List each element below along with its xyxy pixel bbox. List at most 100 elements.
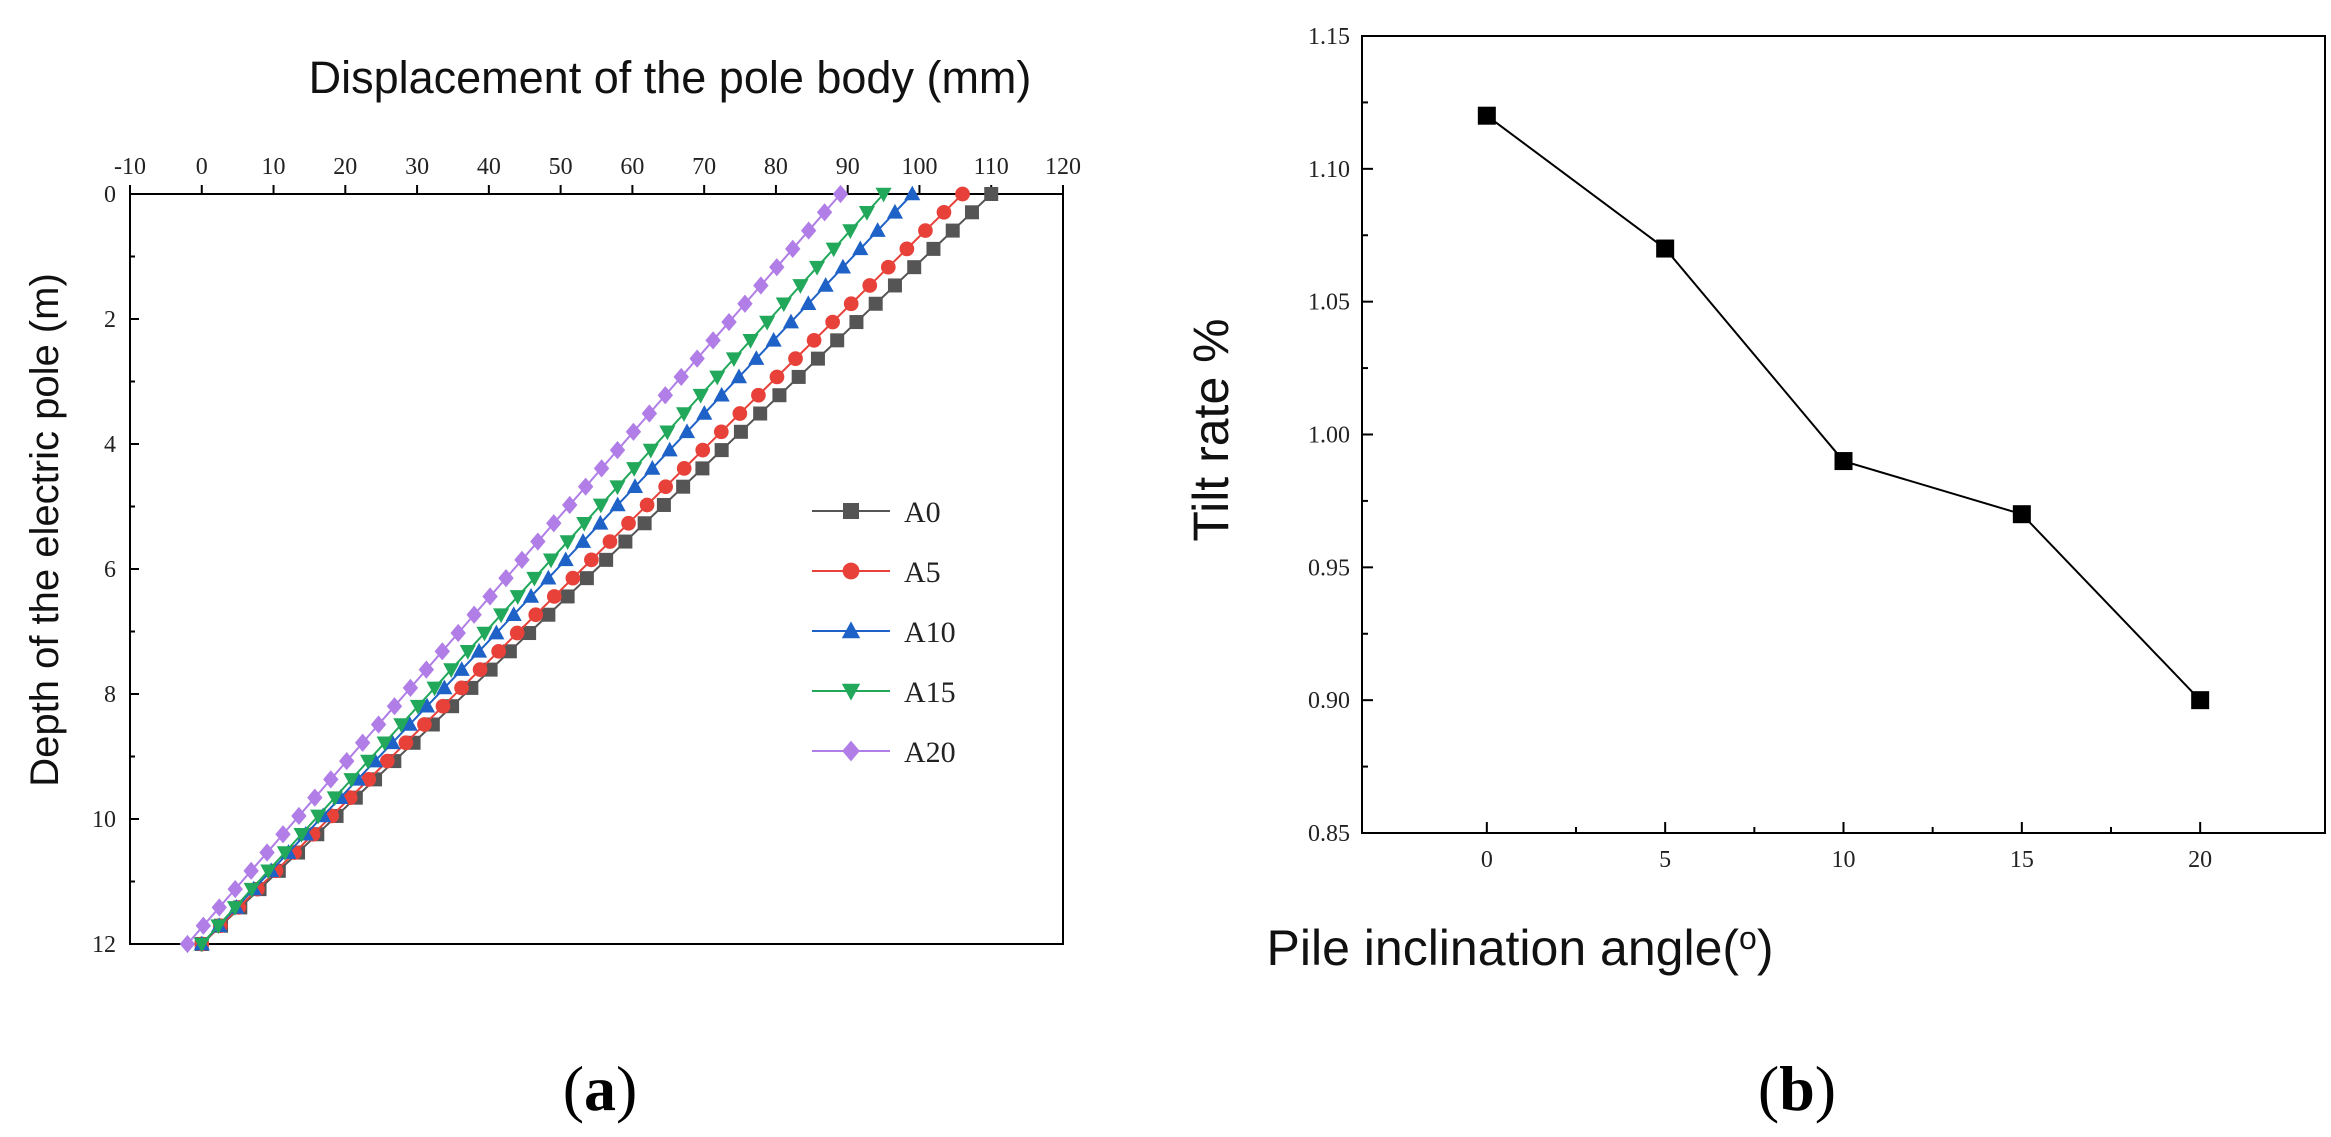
chart-b-y-tick-label: 0.95 (1308, 555, 1350, 581)
chart-a-data-point (887, 278, 902, 293)
chart-a-data-point (565, 570, 581, 586)
chart-a-data-point (260, 864, 277, 880)
chart-a-data-point (714, 443, 729, 458)
chart-a-legend-marker (841, 683, 861, 701)
chart-a-data-point (509, 590, 526, 605)
chart-a-data-point (868, 296, 883, 311)
chart-a-data-point (858, 205, 875, 221)
chart-a-x-tick-label: 40 (477, 154, 501, 180)
chart-b-ylabel: Tilt rate % (1183, 318, 1239, 541)
chart-a-data-point (772, 388, 787, 403)
chart-a-data-point (211, 898, 227, 917)
chart-a-data-point (769, 369, 785, 385)
chart-a-data-point (625, 422, 642, 441)
chart-a-data-point (227, 880, 243, 899)
chart-a-data-point (659, 425, 676, 441)
chart-a-data-point (907, 260, 922, 275)
chart-a-x-tick-label: 90 (836, 154, 860, 180)
chart-a-data-point (379, 753, 395, 769)
chart-a-data-point (483, 662, 498, 677)
chart-a-data-point (243, 882, 260, 898)
chart-a-x-tick-label: 100 (901, 154, 937, 180)
chart-a-data-point (830, 333, 845, 348)
panel-label-a: (a) (563, 1053, 638, 1124)
chart-a-data-point (644, 459, 661, 475)
chart-a-data-point (709, 370, 726, 386)
chart-a-data-point (880, 259, 896, 275)
chart-a-data-point (705, 331, 721, 350)
chart-a-data-point (639, 497, 655, 513)
chart-a-data-point (732, 406, 748, 421)
chart-a-data-point (785, 239, 801, 258)
chart-a-legend-marker (843, 503, 859, 519)
chart-a-data-point (530, 532, 546, 551)
chart-a-data-point (323, 770, 339, 789)
chart-b-data-point (2012, 505, 2031, 524)
chart-a-data-point (676, 461, 692, 476)
chart-a-title: Displacement of the pole body (mm) (309, 52, 1032, 103)
chart-a-data-point (574, 533, 592, 548)
chart-a-displacement: Displacement of the pole body (mm) Depth… (23, 52, 1081, 958)
chart-a-y-tick-label: 2 (104, 307, 116, 333)
chart-b-data-point (2191, 691, 2210, 710)
chart-a-data-point (419, 697, 436, 713)
chart-a-data-point (370, 715, 387, 734)
chart-a-data-point (609, 496, 626, 512)
chart-a-legend-label: A5 (904, 556, 941, 589)
chart-a-data-point (354, 733, 371, 752)
chart-a-data-point (386, 697, 403, 716)
chart-a-data-point (599, 552, 614, 567)
chart-a-data-point (936, 204, 952, 220)
chart-a-data-point (725, 352, 742, 368)
chart-a-data-point (926, 241, 941, 256)
chart-a-data-point (443, 663, 460, 679)
chart-a-data-point (577, 477, 594, 496)
chart-a-y-tick-label: 0 (104, 182, 116, 208)
chart-a-data-point (195, 916, 212, 935)
chart-a-data-point (753, 276, 769, 295)
chart-a-data-point (409, 699, 427, 715)
chart-a-data-point (509, 625, 525, 641)
chart-a-data-point (832, 184, 849, 204)
chart-b-x-tick-label: 10 (1832, 847, 1856, 873)
chart-a-data-point (816, 203, 833, 222)
chart-a-data-point (466, 605, 482, 624)
chart-a-data-point (522, 588, 540, 603)
chart-a-data-point (689, 349, 705, 368)
chart-a-data-point (514, 550, 530, 569)
chart-a-data-point (676, 479, 691, 494)
chart-a-legend-label: A0 (904, 496, 941, 529)
chart-a-data-point (435, 698, 451, 714)
chart-a-data-point (593, 459, 610, 478)
panel-label-b: (b) (1758, 1053, 1836, 1124)
chart-a-data-point (193, 937, 210, 953)
chart-a-data-point (542, 553, 560, 569)
chart-b-y-tick-label: 1.10 (1308, 157, 1350, 183)
chart-a-x-tick-label: 10 (262, 154, 286, 180)
chart-a-data-point (775, 297, 792, 313)
chart-b-tilt-rate: Tilt rate % Pile inclination angle(o) 0 5… (1183, 24, 2326, 976)
chart-b-y-tick-label: 0.85 (1308, 821, 1350, 847)
chart-a-data-point (243, 861, 259, 880)
chart-a-data-point (782, 313, 800, 329)
chart-a-data-point (557, 551, 574, 567)
chart-a-y-tick-label: 6 (104, 557, 116, 583)
chart-a-data-point (809, 260, 826, 276)
chart-a-data-point (417, 717, 432, 732)
chart-b-series-line (1486, 114, 2201, 701)
chart-a-data-point (742, 334, 759, 349)
chart-b-series-group (1477, 106, 2210, 710)
chart-a-data-point (291, 806, 307, 826)
chart-b-y-tick-label: 1.15 (1308, 24, 1350, 50)
chart-a-legend-label: A10 (904, 616, 956, 649)
chart-a-data-point (393, 718, 410, 733)
chart-a-data-point (505, 606, 522, 622)
chart-a-data-point (875, 187, 892, 203)
chart-a-data-point (713, 424, 729, 440)
chart-a-data-point (488, 624, 505, 640)
chart-a-data-point (810, 351, 825, 366)
panel-letter-a: a (584, 1053, 616, 1124)
chart-a-data-point (560, 589, 575, 604)
chart-a-data-point (502, 644, 517, 659)
chart-a-data-point (661, 441, 678, 457)
